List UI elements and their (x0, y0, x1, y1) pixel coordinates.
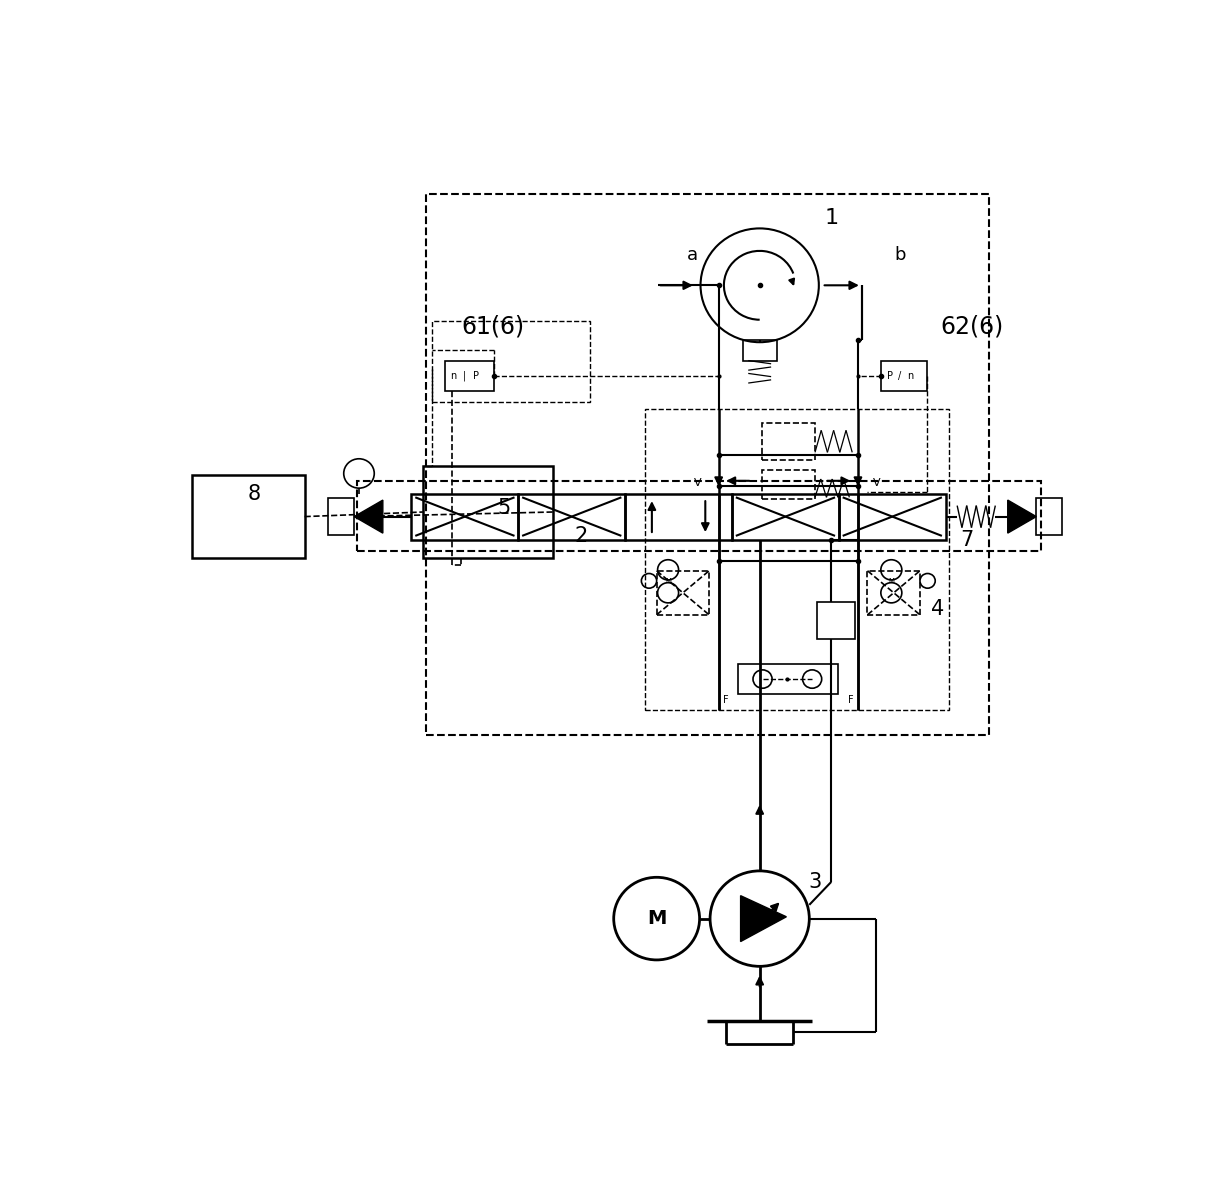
Bar (868, 571, 920, 615)
Bar (411, 493, 518, 540)
Bar (838, 493, 945, 540)
Bar (426, 193, 988, 735)
Text: n: n (451, 371, 457, 381)
Text: M: M (665, 578, 671, 584)
Bar (762, 423, 815, 460)
Bar (192, 476, 304, 558)
Bar (732, 493, 838, 540)
Text: 5: 5 (497, 498, 511, 519)
Bar (656, 571, 709, 615)
Text: 3: 3 (809, 871, 821, 892)
Polygon shape (1008, 501, 1037, 533)
Text: b: b (894, 246, 906, 263)
Text: 2: 2 (575, 526, 588, 546)
Bar (518, 493, 625, 540)
Text: 61(6): 61(6) (460, 315, 524, 339)
Text: 4: 4 (932, 600, 944, 620)
Polygon shape (741, 895, 787, 942)
Bar (423, 466, 553, 558)
Bar (742, 341, 777, 360)
Text: |: | (463, 371, 465, 381)
Text: F: F (847, 695, 853, 706)
Text: F: F (724, 695, 729, 706)
Text: 1: 1 (825, 209, 838, 229)
Text: V: V (694, 478, 702, 488)
Bar (444, 361, 495, 391)
Text: n: n (907, 371, 913, 381)
Bar (881, 361, 927, 391)
Text: a: a (687, 246, 698, 263)
Text: 7: 7 (960, 529, 974, 550)
Text: M: M (648, 909, 666, 929)
Bar (817, 602, 856, 639)
Text: P: P (474, 371, 479, 381)
Text: M: M (889, 578, 895, 584)
Bar (432, 321, 590, 402)
Text: 62(6): 62(6) (940, 315, 1004, 339)
Bar (645, 409, 949, 710)
Bar (329, 498, 355, 535)
Text: /: / (899, 371, 901, 381)
Bar (357, 480, 1041, 551)
Text: V: V (873, 478, 881, 488)
Polygon shape (355, 501, 383, 533)
Bar (737, 664, 838, 694)
Text: 8: 8 (247, 484, 261, 504)
Bar (625, 493, 732, 540)
Bar (762, 470, 815, 499)
Bar (1037, 498, 1062, 535)
Text: P: P (886, 371, 892, 381)
